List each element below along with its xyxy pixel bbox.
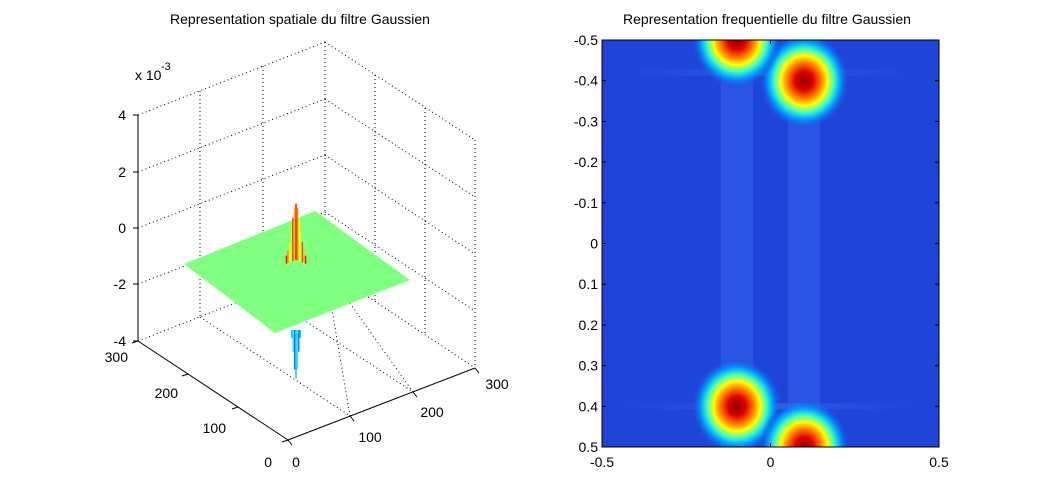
x-tick-label: 100 xyxy=(358,429,382,445)
heatmap-x-ticks: -0.5 0 0.5 xyxy=(590,40,949,470)
heatmap-y-tick-label: 0 xyxy=(590,236,598,252)
heatmap-y-tick-label: 0.1 xyxy=(579,276,599,292)
surface-base-plane xyxy=(184,211,410,333)
heatmap-image xyxy=(602,40,939,447)
z-exponent-power: -3 xyxy=(161,61,171,73)
y-tick-label: 200 xyxy=(155,385,179,401)
heatmap-x-tick-label: -0.5 xyxy=(590,454,614,470)
heatmap-y-tick-label: 0.2 xyxy=(579,317,599,333)
heatmap-peaks xyxy=(691,40,850,447)
heatmap-x-tick-label: 0.5 xyxy=(929,454,949,470)
z-tick-label: 4 xyxy=(118,107,126,123)
heatmap-y-tick-label: 0.5 xyxy=(579,439,599,455)
heatmap-peak xyxy=(759,40,850,129)
heatmap-plot: Representation frequentielle du filtre G… xyxy=(574,11,949,470)
z-tick-label: -2 xyxy=(114,276,127,292)
y-tick-label: 100 xyxy=(203,420,227,436)
heatmap-x-tick-label: 0 xyxy=(767,454,775,470)
heatmap-title: Representation frequentielle du filtre G… xyxy=(623,11,911,27)
heatmap-y-tick-label: -0.2 xyxy=(574,154,598,170)
y-tick-labels: 300 200 100 0 xyxy=(105,349,273,470)
z-tick-labels: 4 2 0 -2 -4 xyxy=(114,107,127,349)
surface-plot: Representation spatiale du filtre Gaussi… xyxy=(105,11,509,470)
y-tick-label: 0 xyxy=(264,454,272,470)
z-tick-label: -4 xyxy=(114,333,127,349)
surface-axes xyxy=(131,114,480,446)
surface-mesh xyxy=(184,203,410,379)
surface-plot-title: Representation spatiale du filtre Gaussi… xyxy=(170,11,430,27)
x-tick-label: 200 xyxy=(420,404,444,420)
z-tick-label: 2 xyxy=(118,164,126,180)
heatmap-y-tick-label: 0.3 xyxy=(579,358,599,374)
surface-peak xyxy=(285,203,307,379)
heatmap-y-ticks: -0.5 -0.4 -0.3 -0.2 -0.1 0 0.1 0.2 0.3 0.4 0.5 xyxy=(574,32,939,455)
heatmap-y-tick-label: 0.4 xyxy=(579,398,599,414)
heatmap-y-tick-label: -0.1 xyxy=(574,195,598,211)
heatmap-peak xyxy=(691,358,782,447)
y-tick-label: 300 xyxy=(105,349,129,365)
heatmap-y-tick-label: -0.3 xyxy=(574,113,598,129)
heatmap-y-tick-label: -0.5 xyxy=(574,32,598,48)
heatmap-peak xyxy=(759,399,850,447)
heatmap-peak xyxy=(691,40,782,88)
heatmap-y-tick-label: -0.4 xyxy=(574,73,598,89)
z-exponent-label: x 10 xyxy=(135,67,162,83)
x-tick-labels: 0 100 200 300 xyxy=(292,376,509,470)
x-tick-label: 0 xyxy=(292,454,300,470)
x-tick-label: 300 xyxy=(485,376,509,392)
z-tick-label: 0 xyxy=(118,220,126,236)
